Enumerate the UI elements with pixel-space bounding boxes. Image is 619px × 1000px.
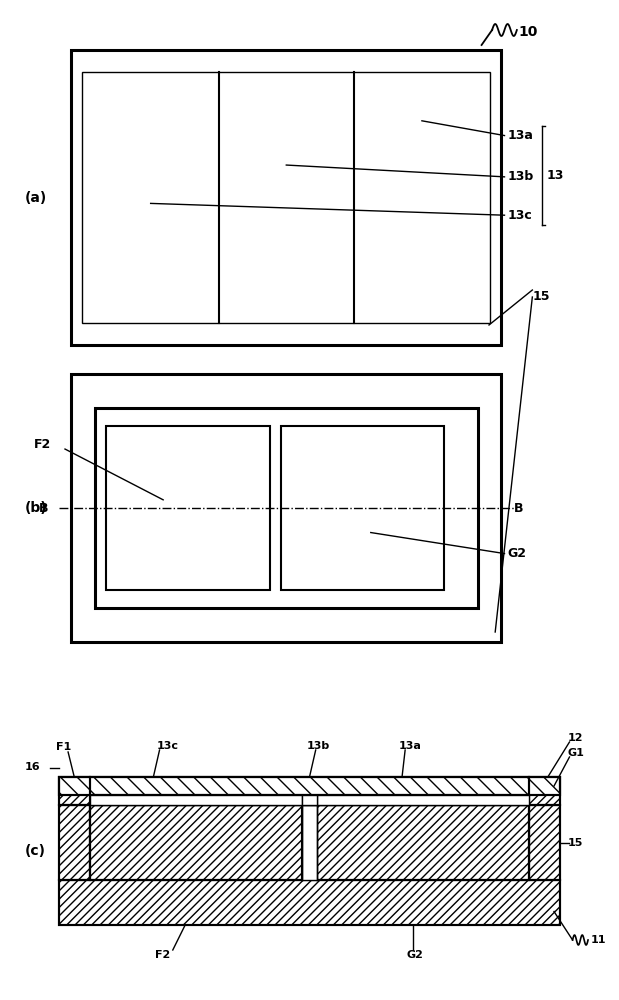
Text: 13b: 13b <box>508 170 534 183</box>
Bar <box>90 777 529 795</box>
Text: (a): (a) <box>25 190 47 205</box>
Bar <box>90 777 529 795</box>
Bar <box>71 50 501 345</box>
Text: 13c: 13c <box>508 209 532 222</box>
Text: (b): (b) <box>25 501 48 515</box>
Text: 13c: 13c <box>157 741 178 751</box>
Text: 11: 11 <box>591 935 607 945</box>
Text: G1: G1 <box>568 748 584 758</box>
Text: F1: F1 <box>56 742 71 752</box>
Text: F2: F2 <box>155 950 171 960</box>
Bar <box>317 805 529 880</box>
Bar <box>59 777 560 795</box>
Text: 13a: 13a <box>508 129 534 142</box>
Text: G2: G2 <box>508 547 527 560</box>
Bar <box>302 805 317 880</box>
Text: 10: 10 <box>519 25 538 39</box>
Text: 15: 15 <box>568 838 583 848</box>
Bar <box>59 880 560 925</box>
Text: 13b: 13b <box>306 741 330 751</box>
Bar <box>95 408 478 608</box>
Bar <box>90 805 302 880</box>
Text: 13: 13 <box>547 169 564 182</box>
Bar <box>281 426 444 590</box>
Bar <box>90 795 302 805</box>
Bar <box>529 805 560 880</box>
Text: 16: 16 <box>25 762 40 772</box>
Bar <box>529 777 560 805</box>
Bar <box>59 777 90 805</box>
Text: B: B <box>514 502 524 514</box>
Text: B: B <box>38 502 48 514</box>
Bar <box>302 795 317 805</box>
Bar <box>106 426 270 590</box>
Bar <box>59 777 90 805</box>
Text: 13a: 13a <box>399 741 422 751</box>
Bar <box>59 777 560 795</box>
Text: F2: F2 <box>34 438 51 451</box>
Text: G2: G2 <box>407 950 423 960</box>
Bar <box>90 805 302 880</box>
Text: (c): (c) <box>25 844 46 858</box>
Text: 12: 12 <box>568 733 583 743</box>
Bar <box>529 777 560 805</box>
Bar <box>59 880 560 925</box>
Text: 15: 15 <box>533 290 550 303</box>
Bar <box>317 795 529 805</box>
Bar <box>529 805 560 880</box>
Bar <box>317 805 529 880</box>
Bar <box>59 805 90 880</box>
Bar <box>59 805 90 880</box>
Bar <box>82 72 490 323</box>
Bar <box>71 374 501 642</box>
